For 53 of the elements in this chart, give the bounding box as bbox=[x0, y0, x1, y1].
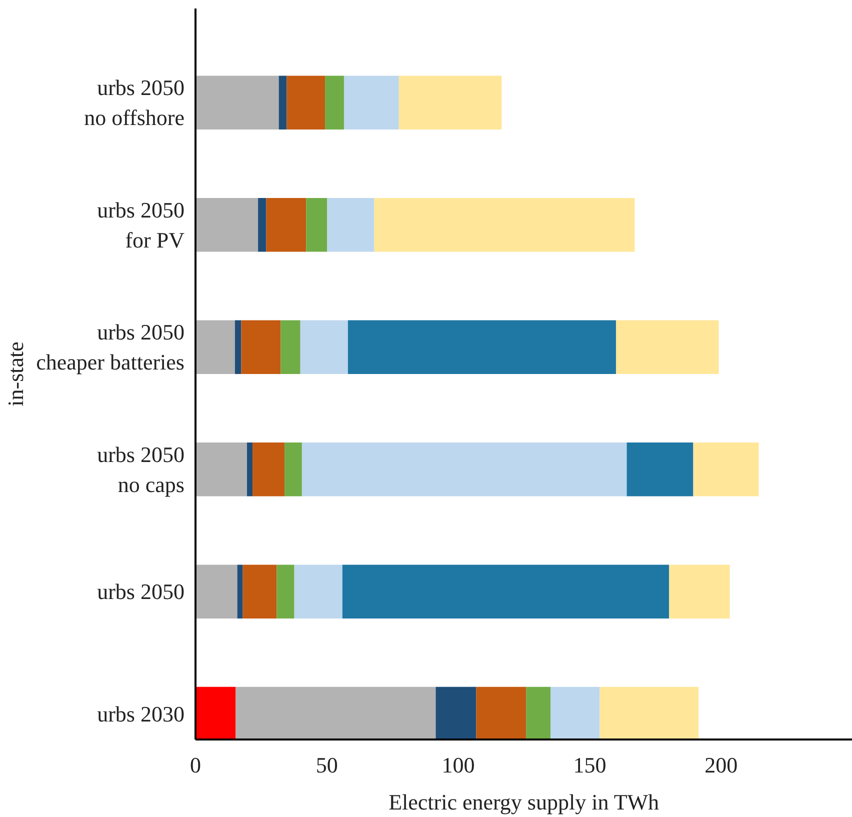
bar bbox=[294, 564, 342, 618]
bar bbox=[600, 686, 698, 740]
x-tick-label: 200 bbox=[704, 752, 738, 778]
bar bbox=[436, 686, 476, 740]
y-tick-label: urbs 2030 bbox=[97, 701, 185, 726]
bar bbox=[236, 686, 436, 740]
bar bbox=[286, 76, 326, 130]
bar bbox=[284, 442, 302, 496]
bar bbox=[550, 686, 600, 740]
bar bbox=[669, 564, 730, 618]
x-tick-label: 50 bbox=[316, 752, 338, 778]
bar bbox=[306, 198, 328, 252]
bar bbox=[302, 442, 627, 496]
bar bbox=[237, 564, 243, 618]
bar bbox=[196, 320, 235, 374]
bar bbox=[278, 76, 287, 130]
bar bbox=[196, 198, 258, 252]
bar bbox=[258, 198, 266, 252]
x-tick-label: 100 bbox=[442, 752, 475, 778]
bar bbox=[276, 564, 294, 618]
y-tick-label: urbs 2050 bbox=[97, 579, 185, 604]
bar bbox=[196, 686, 236, 740]
bar bbox=[196, 564, 238, 618]
bar bbox=[398, 76, 502, 130]
y-tick-label: urbs 2050 cheaper batteries bbox=[36, 320, 185, 375]
bar bbox=[196, 442, 248, 496]
bar bbox=[241, 320, 281, 374]
bar bbox=[344, 76, 399, 130]
bar bbox=[234, 320, 242, 374]
bar bbox=[242, 564, 277, 618]
bar bbox=[247, 442, 253, 496]
bar bbox=[616, 320, 719, 374]
bar bbox=[280, 320, 300, 374]
bar bbox=[300, 320, 348, 374]
bar bbox=[252, 442, 285, 496]
bar bbox=[342, 564, 670, 618]
y-axis-title: in-state bbox=[3, 342, 28, 406]
bar bbox=[325, 76, 344, 130]
bar bbox=[266, 198, 306, 252]
y-tick-label: urbs 2050 for PV bbox=[97, 197, 185, 252]
bar bbox=[476, 686, 526, 740]
bar bbox=[374, 198, 635, 252]
y-tick-label: urbs 2050 no offshore bbox=[84, 75, 185, 130]
bar bbox=[626, 442, 694, 496]
x-tick-label: 150 bbox=[573, 752, 606, 778]
x-axis-title: Electric energy supply in TWh bbox=[388, 790, 660, 814]
bar bbox=[196, 76, 279, 130]
bar bbox=[693, 442, 759, 496]
bar bbox=[348, 320, 616, 374]
y-tick-label: urbs 2050 no caps bbox=[97, 442, 185, 497]
bar bbox=[327, 198, 374, 252]
x-tick-label: 0 bbox=[190, 752, 201, 778]
bar bbox=[526, 686, 551, 740]
